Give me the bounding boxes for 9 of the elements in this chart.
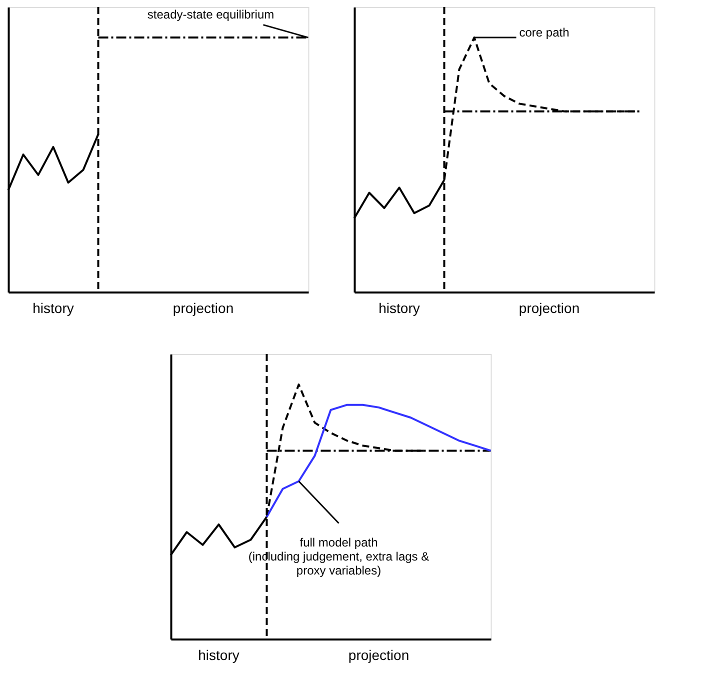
annotation: core path bbox=[519, 25, 570, 40]
annotation: full model path (including judgement, extra lags & proxy variables) bbox=[248, 535, 430, 578]
text: history bbox=[198, 647, 240, 663]
text: steady-state equilibrium bbox=[147, 8, 274, 22]
text: history bbox=[378, 300, 420, 316]
text: projection bbox=[348, 647, 410, 663]
text: projection bbox=[172, 300, 234, 316]
text: history bbox=[32, 300, 74, 316]
text: projection bbox=[518, 300, 580, 316]
